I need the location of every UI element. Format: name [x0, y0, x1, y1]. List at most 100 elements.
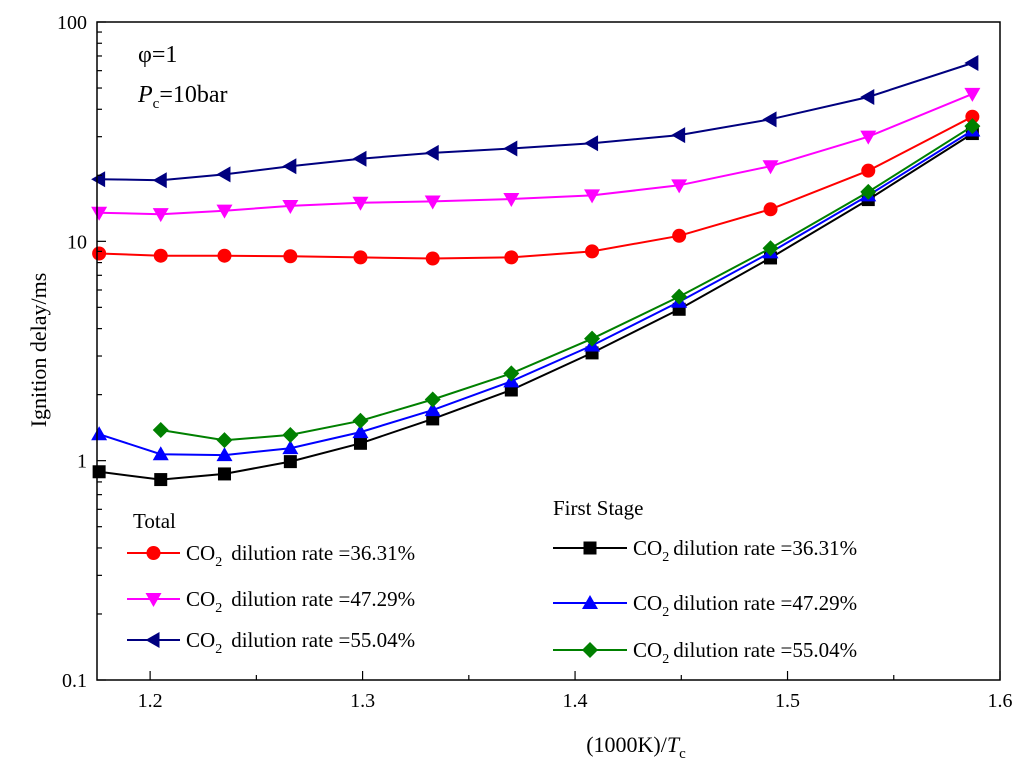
data-point-1-11 [964, 87, 981, 102]
legend-label-2: CO2 dilution rate =55.04% [186, 628, 415, 657]
data-point-0-4 [353, 250, 368, 265]
legend-co2: CO [186, 587, 215, 611]
data-point-4-2 [216, 447, 233, 462]
series-line-3 [98, 132, 973, 481]
x-axis-title-sub: c [679, 746, 686, 762]
legend-entry-5: CO2 dilution rate =55.04% [553, 638, 857, 667]
legend-label-1: CO2 dilution rate =47.29% [186, 587, 415, 616]
data-point-3-4 [353, 436, 367, 450]
legend-entry-0: CO2 dilution rate =36.31% [127, 541, 415, 570]
legend-marker-3 [583, 541, 597, 555]
data-point-5-11 [964, 118, 981, 135]
series-0 [92, 109, 980, 266]
legend-rate: dilution rate =47.29% [231, 587, 415, 611]
data-point-5-5 [424, 391, 441, 408]
legend-rate: dilution rate =36.31% [673, 536, 857, 560]
data-point-0-3 [283, 249, 298, 264]
series-5 [152, 118, 981, 449]
series-line-0 [99, 115, 973, 260]
legend-marker-5 [582, 642, 598, 658]
data-point-5-4 [352, 412, 369, 429]
data-point-0-8 [672, 228, 687, 243]
data-point-0-1 [153, 248, 168, 263]
legend-rate: dilution rate =55.04% [231, 628, 415, 652]
legend-co2: CO [633, 638, 662, 662]
legend-co2-sub: 2 [662, 550, 669, 565]
series-line-4 [98, 129, 973, 457]
data-point-2-8 [671, 127, 686, 144]
data-point-2-7 [584, 135, 599, 152]
data-point-1-3 [282, 199, 299, 214]
data-point-5-3 [282, 426, 299, 443]
legend-co2: CO [633, 591, 662, 615]
data-point-2-0 [91, 171, 106, 188]
data-point-2-6 [503, 140, 518, 157]
data-point-0-9 [763, 202, 778, 217]
data-point-0-0 [92, 246, 107, 261]
pressure-value: =10bar [159, 82, 227, 108]
data-point-2-11 [964, 55, 979, 72]
legend-co2-sub: 2 [662, 605, 669, 620]
legend-entry-4: CO2 dilution rate =47.29% [553, 591, 857, 620]
x-tick-label-3: 1.5 [775, 690, 800, 712]
series-2 [91, 55, 979, 189]
data-point-2-10 [860, 89, 875, 106]
legend-label-5: CO2 dilution rate =55.04% [633, 638, 857, 667]
x-axis-title-prefix: (1000K)/ [586, 732, 668, 757]
data-point-0-2 [217, 248, 232, 263]
data-point-1-2 [216, 204, 233, 219]
data-point-0-7 [585, 244, 600, 259]
legend-first-title: First Stage [553, 496, 643, 520]
legend-co2-sub: 2 [662, 652, 669, 667]
data-point-2-4 [352, 150, 367, 167]
y-tick-label-1: 1 [77, 451, 87, 473]
legend-total-title: Total [133, 509, 176, 533]
series-3 [92, 127, 979, 487]
data-point-2-9 [762, 111, 777, 128]
plot-frame [96, 21, 1001, 681]
legend-marker-0 [146, 546, 161, 560]
legend: CO2 dilution rate =36.31%CO2 dilution rate… [127, 536, 857, 667]
data-point-4-4 [352, 424, 369, 439]
axes: 1.2 1.3 1.4 1.5 1.6 0.1 1 10 100 [57, 12, 1013, 712]
y-tick-label-0: 0.1 [62, 670, 87, 692]
data-point-0-6 [504, 250, 519, 265]
legend-co2: CO [186, 628, 215, 652]
series-line-1 [99, 92, 973, 216]
series-line-2 [99, 62, 973, 182]
legend-label-4: CO2 dilution rate =47.29% [633, 591, 857, 620]
legend-co2: CO [633, 536, 662, 560]
series-1 [91, 87, 981, 223]
legend-entry-1: CO2 dilution rate =47.29% [127, 587, 415, 616]
data-point-5-7 [584, 330, 601, 347]
data-point-1-5 [424, 195, 441, 210]
data-point-0-11 [965, 109, 980, 124]
legend-entry-3: CO2 dilution rate =36.31% [553, 536, 857, 565]
legend-co2: CO [186, 541, 215, 565]
data-point-1-10 [860, 130, 877, 145]
data-point-3-0 [92, 465, 106, 479]
pressure-symbol: P [137, 82, 153, 108]
phi-annotation: φ=1 [138, 42, 177, 68]
legend-label-3: CO2 dilution rate =36.31% [633, 536, 857, 565]
legend-entry-2: CO2 dilution rate =55.04% [127, 628, 415, 657]
data-point-2-2 [216, 166, 231, 183]
data-point-2-3 [282, 158, 297, 175]
legend-rate: dilution rate =47.29% [673, 591, 857, 615]
data-point-1-9 [762, 160, 779, 175]
data-point-3-2 [217, 467, 231, 481]
x-axis-title-var: T [667, 732, 681, 757]
data-point-0-10 [861, 163, 876, 178]
x-tick-label-2: 1.4 [563, 690, 588, 712]
data-point-5-6 [503, 365, 520, 382]
x-tick-label-0: 1.2 [138, 690, 163, 712]
legend-co2-sub: 2 [215, 642, 222, 657]
data-point-4-5 [424, 402, 441, 417]
data-point-1-6 [503, 192, 520, 207]
data-point-1-8 [671, 179, 688, 194]
data-point-5-9 [762, 240, 779, 257]
x-axis-title: (1000K)/Tc [586, 732, 686, 762]
data-point-1-7 [584, 189, 601, 204]
data-point-3-1 [154, 473, 168, 487]
